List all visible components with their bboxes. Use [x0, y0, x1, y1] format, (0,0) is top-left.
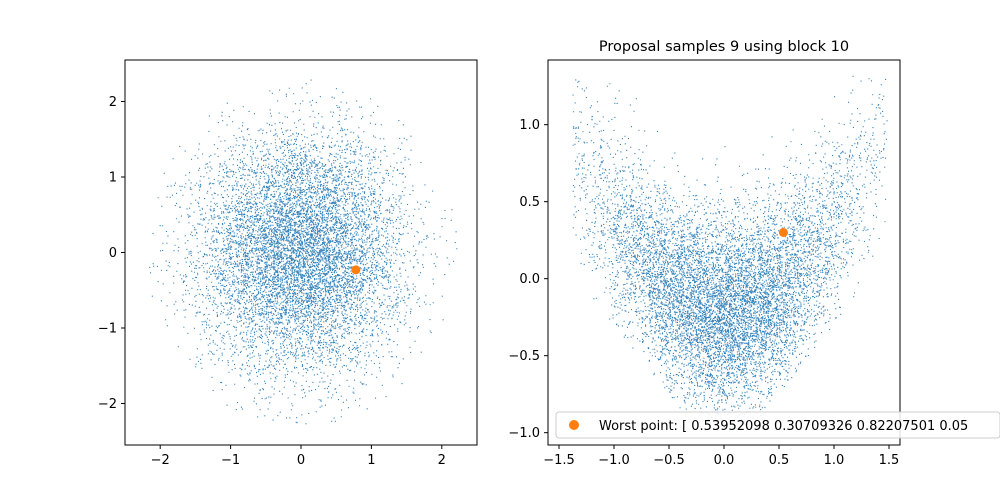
right-y-tick-label: 0.5: [519, 195, 540, 210]
right-x-tick-label: −0.5: [653, 453, 685, 468]
right-y-axis: −1.0 −0.5 0.0 0.5 1.0: [508, 118, 548, 441]
left-scatter-plot: −2 −1 0 1 2 −2 −1 0 1 2: [98, 59, 478, 468]
right-y-tick-label: 0.0: [519, 272, 540, 287]
right-axes-frame: [547, 59, 901, 446]
left-x-tick-label: 2: [438, 453, 446, 468]
legend-label: Worst point: [ 0.53952098 0.30709326 0.8…: [599, 419, 968, 434]
left-y-axis: −2 −1 0 1 2: [98, 95, 125, 412]
legend: Worst point: [ 0.53952098 0.30709326 0.8…: [555, 411, 1000, 439]
right-x-tick-label: −1.5: [543, 453, 575, 468]
right-x-tick-label: 0.5: [769, 453, 790, 468]
right-highlight-point: [778, 227, 788, 237]
left-axes-frame: [124, 59, 478, 446]
left-y-tick-label: 0: [109, 246, 117, 261]
right-highlight-point-layer: [778, 227, 788, 237]
right-sample-points: [572, 75, 888, 432]
right-x-axis: −1.5 −1.0 −0.5 0.0 0.5 1.0 1.5: [543, 445, 899, 468]
left-x-tick-label: −1: [221, 453, 240, 468]
left-highlight-point: [351, 265, 361, 275]
legend-box: [555, 411, 1000, 439]
left-x-tick-label: −2: [151, 453, 170, 468]
right-x-tick-label: 1.0: [824, 453, 845, 468]
left-x-tick-label: 1: [367, 453, 375, 468]
right-x-tick-label: 0.0: [714, 453, 735, 468]
left-highlight-point-layer: [351, 265, 361, 275]
right-sample-cloud: [572, 75, 888, 432]
right-x-tick-label: 1.5: [879, 453, 900, 468]
left-y-tick-label: 2: [109, 95, 117, 110]
left-sample-cloud: [149, 79, 458, 425]
left-y-tick-label: −2: [98, 397, 117, 412]
left-y-tick-label: −1: [98, 321, 117, 336]
right-x-tick-label: −1.0: [598, 453, 630, 468]
right-plot-title: Proposal samples 9 using block 10: [599, 39, 849, 55]
left-x-tick-label: 0: [297, 453, 305, 468]
left-y-tick-label: 1: [109, 171, 117, 186]
right-y-tick-label: −0.5: [508, 349, 540, 364]
legend-marker: [569, 420, 579, 430]
right-y-tick-label: −1.0: [508, 426, 540, 441]
right-y-tick-label: 1.0: [519, 118, 540, 133]
left-sample-points: [149, 79, 458, 425]
right-scatter-plot: Proposal samples 9 using block 10 −1.5 −1…: [508, 39, 1000, 468]
left-x-axis: −2 −1 0 1 2: [151, 445, 446, 468]
